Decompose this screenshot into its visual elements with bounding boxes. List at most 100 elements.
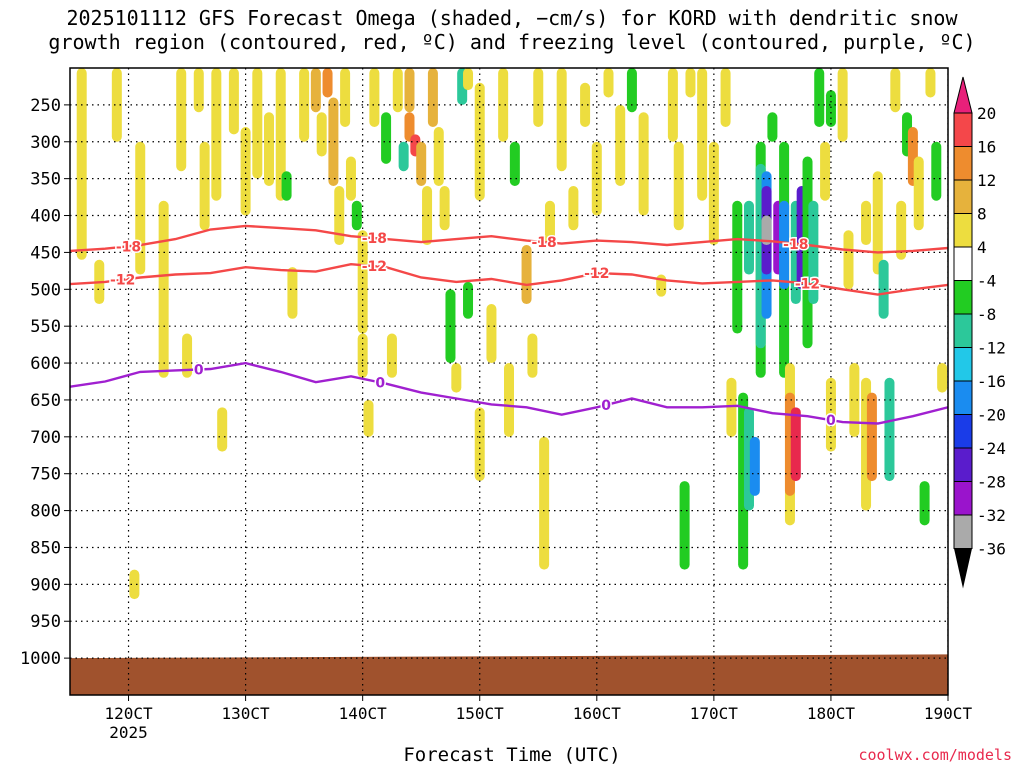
y-tick-label: 250 (30, 96, 61, 116)
y-tick-label: 500 (30, 280, 61, 300)
omega-cell (820, 141, 831, 201)
ground-surface (70, 654, 948, 695)
y-tick-label: 750 (30, 465, 61, 485)
omega-cell (381, 112, 392, 164)
colorbar-label: 12 (977, 171, 996, 190)
omega-cell (392, 68, 403, 113)
colorbar-label: 16 (977, 138, 996, 157)
colorbar-label: -20 (977, 406, 1006, 425)
colorbar-segment (953, 146, 973, 181)
omega-cell (925, 68, 936, 98)
omega-cell (937, 363, 948, 393)
omega-cell (615, 104, 626, 187)
omega-cell (890, 68, 901, 113)
y-tick-label: 700 (30, 428, 61, 448)
omega-cell (767, 112, 778, 142)
omega-cell (299, 68, 310, 142)
omega-cell (193, 68, 204, 113)
omega-cell (135, 141, 146, 275)
x-tick-label: 160CT (573, 704, 622, 723)
omega-cell (814, 68, 825, 128)
omega-cell (913, 156, 924, 231)
y-tick-label: 850 (30, 538, 61, 558)
colorbar-label: -32 (977, 506, 1006, 525)
omega-cell (474, 407, 485, 482)
colorbar-segment (953, 179, 973, 214)
omega-cell (416, 141, 427, 187)
colorbar-segment (953, 447, 973, 482)
omega-cell (287, 267, 298, 319)
colorbar-segment (953, 313, 973, 348)
omega-cell (603, 68, 614, 98)
contour-line (70, 361, 948, 425)
omega-cell (896, 200, 907, 260)
contour-line (70, 262, 948, 296)
omega-cell (463, 281, 474, 319)
omega-cell (884, 377, 895, 482)
omega-cell (474, 82, 485, 201)
colorbar-label: -24 (977, 439, 1006, 458)
colorbar-segment (953, 481, 973, 516)
colorbar-segment (953, 213, 973, 248)
contour-label: -18 (116, 239, 141, 255)
omega-cell (825, 90, 836, 128)
chart-title-line2: growth region (contoured, red, ºC) and f… (48, 30, 976, 54)
contour-label: -18 (531, 235, 556, 251)
contour-label: -12 (362, 259, 387, 275)
y-tick-label: 950 (30, 612, 61, 632)
colorbar-label: -36 (977, 540, 1006, 559)
omega-cell (626, 68, 637, 113)
omega-cell (556, 68, 567, 172)
omega-cell (849, 363, 860, 437)
chart-title-line1: 2025101112 GFS Forecast Omega (shaded, −… (66, 6, 958, 30)
omega-cell (398, 141, 409, 172)
x-axis-title: Forecast Time (UTC) (403, 744, 621, 766)
contour-label: -18 (362, 231, 387, 247)
omega-cell (878, 259, 889, 319)
colorbar-segment (953, 280, 973, 315)
omega-cell (779, 200, 790, 290)
omega-cell (427, 68, 438, 128)
omega-cell (673, 141, 684, 231)
contour-label: 0 (826, 413, 836, 429)
colorbar-label: 4 (977, 238, 987, 257)
omega-cell (240, 127, 251, 216)
omega-cell (369, 68, 380, 128)
omega-cell (275, 68, 286, 201)
omega-cell (357, 230, 368, 334)
omega-cell (580, 82, 591, 128)
omega-cell (463, 68, 474, 91)
omega-cell (749, 436, 760, 496)
colorbar: 20 16 12 8 4 -4 -8 -12 -16 -20 -24 -28 -32 -36 (953, 76, 1006, 589)
omega-cell (861, 200, 872, 246)
omega-cell (111, 68, 122, 142)
omega-cell (433, 127, 444, 187)
contour-label: -12 (110, 273, 135, 289)
omega-cell (316, 112, 327, 157)
omega-cell (837, 68, 848, 142)
colorbar-top-arrow (953, 76, 973, 114)
x-tick-label: 150CT (456, 704, 505, 723)
omega-cell (697, 68, 708, 201)
omega-cell (281, 171, 292, 201)
omega-cell (732, 200, 743, 334)
omega-cell (340, 68, 351, 128)
plot-area: -18 -18 -18 -18 -12 -12 -12 -12 0 0 0 0 (70, 68, 948, 695)
omega-cell (252, 68, 263, 179)
omega-cell (568, 186, 579, 231)
omega-cell (667, 68, 678, 142)
omega-cell (451, 363, 462, 393)
omega-cell (919, 481, 930, 526)
colorbar-label: -12 (977, 339, 1006, 358)
omega-cell (726, 377, 737, 437)
omega-cell (76, 68, 87, 260)
omega-cell (228, 68, 239, 135)
y-tick-label: 550 (30, 317, 61, 337)
x-tick-label: 130CT (222, 704, 271, 723)
omega-cell (533, 68, 544, 128)
omega-cell (486, 304, 497, 364)
contour-label: -12 (584, 266, 609, 282)
colorbar-segment (953, 514, 973, 549)
omega-cell (685, 68, 696, 98)
